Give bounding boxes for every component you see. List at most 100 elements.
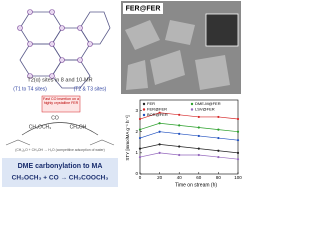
sem-label-box	[123, 3, 163, 14]
note-wrap: Fast CO insertion on a highly crystallin…	[43, 97, 79, 105]
structure-label: (T1 to T4 sites)	[13, 86, 47, 92]
y-tick-label: 0	[135, 171, 138, 176]
legend-label: FER	[147, 101, 155, 106]
y-tick-label: 1	[135, 150, 138, 155]
legend-marker	[142, 108, 146, 111]
scheme-note: Fast CO insertion on a highly crystallin…	[43, 97, 79, 105]
scheme-side-note: (CH₃)₂O + CH₃OH → H₂O (competitive adsor…	[15, 148, 105, 152]
data-point	[197, 134, 200, 138]
crystal	[125, 20, 160, 50]
caption-box	[2, 158, 118, 187]
site	[49, 9, 55, 15]
scheme-sites	[5, 139, 115, 146]
data-point	[217, 115, 220, 119]
series-line	[139, 131, 239, 141]
y-axis-label: STY [mmolMA g⁻¹ h⁻¹]	[125, 115, 130, 160]
site	[49, 73, 55, 79]
sem-label: FER@FER	[126, 5, 161, 12]
x-tick-label: 20	[157, 175, 163, 180]
x-tick-label: 0	[139, 175, 142, 180]
series-line	[139, 144, 239, 154]
site	[27, 73, 33, 79]
data-point	[158, 143, 161, 146]
structure-title: T2(α) sites in 8 and 10-MR	[27, 77, 92, 83]
data-point	[236, 130, 240, 133]
crystal	[165, 20, 195, 45]
scheme-text: CO	[51, 115, 59, 121]
structure-label: (T2 & T3 sites)	[74, 86, 107, 92]
data-point	[217, 149, 220, 152]
data-point	[158, 111, 161, 114]
legend-label: DME-M@FER	[195, 101, 221, 106]
site	[27, 9, 33, 15]
sem-crystals	[125, 20, 230, 90]
data-point	[197, 126, 200, 129]
data-point	[158, 130, 161, 133]
data-point	[158, 151, 161, 154]
data-point	[158, 122, 161, 125]
data-point	[217, 136, 220, 140]
data-point	[236, 117, 240, 121]
data-point	[178, 153, 181, 157]
series-line	[139, 122, 239, 133]
ring	[79, 11, 111, 45]
crystal	[126, 60, 148, 90]
site	[59, 57, 65, 63]
data-point	[178, 113, 181, 116]
data-point	[138, 147, 142, 150]
site	[77, 25, 83, 31]
data-point	[236, 151, 240, 154]
data-point	[138, 128, 142, 131]
x-tick-label: 100	[234, 175, 242, 180]
x-tick-label: 60	[196, 175, 202, 180]
data-point	[217, 155, 220, 159]
x-tick-label: 80	[216, 175, 222, 180]
data-point	[236, 139, 240, 142]
site	[77, 57, 83, 63]
y-tick-label: 3	[135, 108, 138, 113]
legend-marker	[142, 102, 146, 106]
site	[59, 25, 65, 31]
scheme-arrow	[21, 122, 99, 136]
sites	[17, 9, 93, 79]
site	[27, 41, 33, 47]
y-tick-label: 2	[135, 129, 138, 134]
crystal	[150, 50, 185, 85]
legend-label: LSV@FER	[195, 107, 215, 112]
scheme-text: CH₃OH	[70, 124, 87, 130]
x-tick-label: 40	[177, 175, 183, 180]
data-point	[236, 158, 240, 161]
site	[87, 41, 93, 47]
plot-area	[139, 99, 239, 175]
ring	[19, 11, 63, 45]
legend-marker	[190, 102, 194, 106]
scheme-text: CH₃OCH₃	[29, 124, 51, 130]
data-point	[178, 145, 181, 148]
scheme-caption: DME carbonylation to MA	[18, 163, 103, 170]
data-point	[197, 153, 200, 157]
legend-marker	[142, 113, 146, 117]
legend-marker	[190, 108, 194, 111]
data-point	[178, 132, 181, 135]
site	[17, 25, 23, 31]
data-point	[178, 124, 181, 127]
data-point	[138, 117, 142, 121]
ring	[51, 27, 91, 61]
note-box	[41, 95, 81, 113]
data-point	[138, 136, 142, 140]
ring	[51, 59, 91, 89]
crystal	[195, 55, 230, 90]
ring	[19, 43, 63, 77]
legend-label: FER@FER	[147, 107, 167, 112]
scheme-equation: CH₃OCH₃ + CO → CH₃COOCH₃	[12, 175, 109, 182]
sem-inset	[205, 13, 239, 47]
data-point	[138, 155, 142, 159]
bond	[5, 139, 115, 146]
series-line	[139, 112, 239, 120]
data-point	[197, 147, 200, 150]
series-line	[139, 152, 239, 160]
data-point	[197, 115, 200, 119]
x-axis-label: Time on stream (h)	[175, 182, 217, 188]
legend-label: BOR@FER	[147, 112, 168, 117]
